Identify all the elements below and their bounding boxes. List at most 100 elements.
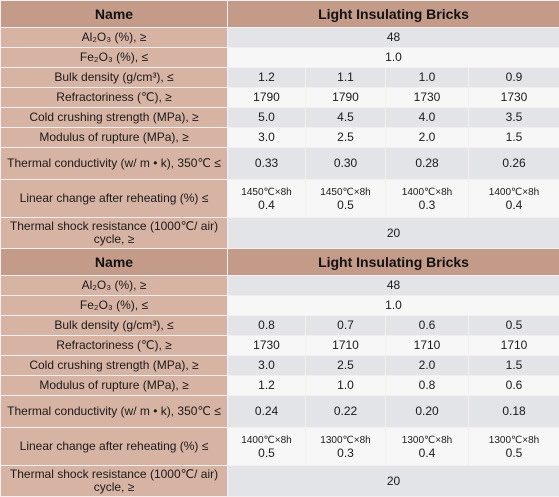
condition: 1300℃×8h: [472, 434, 556, 447]
value-cell: 1710: [469, 336, 559, 356]
row-label: Bulk density (g/cm³), ≤: [1, 316, 228, 336]
row-label: Modulus of rupture (MPa), ≥: [1, 128, 228, 148]
value: 0.3: [309, 447, 382, 460]
value-cell: 0.18: [469, 396, 559, 428]
value-cell: 1790: [228, 88, 306, 108]
row-label: Refractoriness (℃), ≥: [1, 336, 228, 356]
value-cell: 0.33: [228, 148, 306, 180]
value-cell: 0.22: [306, 396, 386, 428]
condition: 1400℃×8h: [389, 186, 465, 199]
value-cell: 1.5: [469, 128, 559, 148]
header-title: Light Insulating Bricks: [228, 249, 559, 276]
condition: 1450℃×8h: [309, 186, 382, 199]
value: 0.4: [472, 199, 556, 212]
value: 0.4: [389, 447, 465, 460]
data-row: Thermal conductivity (w/ m • k), 350℃ ≤0…: [1, 148, 559, 180]
value-cell: 1790: [306, 88, 386, 108]
value-cell: 5.0: [228, 108, 306, 128]
value: 0.5: [231, 447, 302, 460]
value-cell: 0.8: [386, 376, 469, 396]
value-cell: 1.0: [228, 296, 559, 316]
data-row: Fe₂O₃ (%), ≤1.0: [1, 296, 559, 316]
data-row: Thermal shock resistance (1000℃/ air) cy…: [1, 466, 559, 497]
value-cell: 1.0: [386, 68, 469, 88]
row-label: Cold crushing strength (MPa), ≥: [1, 356, 228, 376]
row-label: Linear change after reheating (%) ≤: [1, 180, 228, 218]
header-name: Name: [1, 249, 228, 276]
value-cell: 1.5: [469, 356, 559, 376]
row-label: Fe₂O₃ (%), ≤: [1, 296, 228, 316]
value-cell: 0.7: [306, 316, 386, 336]
row-label: Thermal shock resistance (1000℃/ air) cy…: [1, 466, 228, 497]
value-cell: 4.5: [306, 108, 386, 128]
data-row: Al₂O₃ (%), ≥48: [1, 276, 559, 296]
value-cell: 1730: [469, 88, 559, 108]
row-label: Thermal conductivity (w/ m • k), 350℃ ≤: [1, 396, 228, 428]
data-row: Linear change after reheating (%) ≤1400℃…: [1, 428, 559, 466]
row-label: Modulus of rupture (MPa), ≥: [1, 376, 228, 396]
value-cell: 3.5: [469, 108, 559, 128]
row-label: Cold crushing strength (MPa), ≥: [1, 108, 228, 128]
value-cell: 3.0: [228, 128, 306, 148]
value-cell: 0.24: [228, 396, 306, 428]
value-cell: 1.0: [306, 376, 386, 396]
condition: 1300℃×8h: [309, 434, 382, 447]
value-cell: 0.5: [469, 316, 559, 336]
value-cell: 4.0: [386, 108, 469, 128]
value: 0.5: [309, 199, 382, 212]
header-title: Light Insulating Bricks: [228, 1, 559, 28]
value-cell: 1.2: [228, 68, 306, 88]
value-cell: 0.26: [469, 148, 559, 180]
value-cell: 20: [228, 218, 559, 249]
value: 0.4: [231, 199, 302, 212]
value-cell: 1710: [386, 336, 469, 356]
value-cell: 0.8: [228, 316, 306, 336]
data-row: Thermal conductivity (w/ m • k), 350℃ ≤0…: [1, 396, 559, 428]
row-label: Thermal conductivity (w/ m • k), 350℃ ≤: [1, 148, 228, 180]
value-cell: 1.0: [228, 48, 559, 68]
value-cell: 0.6: [469, 376, 559, 396]
data-row: Thermal shock resistance (1000℃/ air) cy…: [1, 218, 559, 249]
value-cell: 2.0: [386, 356, 469, 376]
value: 0.5: [472, 447, 556, 460]
value-cell: 1.1: [306, 68, 386, 88]
value-cell: 0.9: [469, 68, 559, 88]
row-label: Thermal shock resistance (1000℃/ air) cy…: [1, 218, 228, 249]
value-cell: 1.2: [228, 376, 306, 396]
data-row: Al₂O₃ (%), ≥48: [1, 28, 559, 48]
row-label: Fe₂O₃ (%), ≤: [1, 48, 228, 68]
value-cell: 0.20: [386, 396, 469, 428]
data-row: Fe₂O₃ (%), ≤1.0: [1, 48, 559, 68]
condition: 1400℃×8h: [472, 186, 556, 199]
value-cell: 0.28: [386, 148, 469, 180]
value-cell: 20: [228, 466, 559, 497]
value-cell: 2.5: [306, 356, 386, 376]
condition: 1400℃×8h: [231, 434, 302, 447]
condition: 1450℃×8h: [231, 186, 302, 199]
header-name: Name: [1, 1, 228, 28]
row-label: Bulk density (g/cm³), ≤: [1, 68, 228, 88]
value-cell: 1710: [306, 336, 386, 356]
row-label: Al₂O₃ (%), ≥: [1, 276, 228, 296]
value-cell: 1730: [228, 336, 306, 356]
value-cell: 48: [228, 276, 559, 296]
value-cell: 3.0: [228, 356, 306, 376]
data-row: Linear change after reheating (%) ≤1450℃…: [1, 180, 559, 218]
value-cell: 0.6: [386, 316, 469, 336]
value-cell: 0.30: [306, 148, 386, 180]
